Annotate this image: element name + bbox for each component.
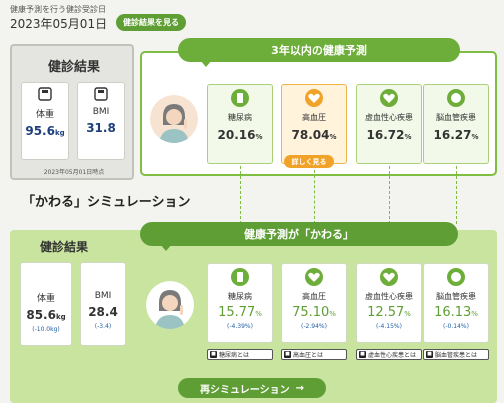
simulated-diabetes-label: 糖尿病: [228, 292, 252, 301]
simulated-weight-delta: (-10.0kg): [32, 326, 60, 333]
simulated-bmi-delta: (-3.4): [94, 323, 112, 330]
simulated-weight-card: 体重 85.6kg (-10.0kg): [20, 262, 72, 346]
hypertension-value: 78.04%: [291, 128, 337, 142]
weight-value: 95.6kg: [25, 124, 65, 138]
connector-line: [314, 170, 315, 224]
diabetes-icon: [231, 268, 249, 286]
person-avatar: [146, 281, 194, 329]
info-icon: ■: [210, 351, 217, 358]
simulated-ischemic-heart-card: 虚血性心疾患 12.57% (-4.15%): [356, 263, 422, 343]
simulated-ischemic-heart-delta: (-4.15%): [376, 323, 402, 330]
simulated-cerebrovascular-card: 脳血管疾患 16.13% (-0.14%): [423, 263, 489, 343]
details-button[interactable]: 詳しく見る: [284, 155, 334, 168]
heart-pulse-icon: [305, 89, 323, 107]
info-icon: ■: [359, 351, 366, 358]
simulated-bmi-label: BMI: [94, 291, 112, 301]
simulated-hypertension-delta: (-2.94%): [301, 323, 327, 330]
simulated-ischemic-heart-value: 12.57%: [367, 305, 411, 320]
ischemic-heart-value: 16.72%: [366, 128, 412, 142]
about-cerebrovascular-link[interactable]: ■ 脳血管疾患とは: [423, 349, 489, 360]
broken-heart-icon: [380, 268, 398, 286]
info-icon: ■: [426, 351, 433, 358]
simulated-weight-label: 体重: [36, 294, 55, 304]
prediction-title: 3年以内の健康予測: [178, 38, 460, 62]
person-avatar: [150, 95, 198, 143]
heart-pulse-icon: [305, 268, 323, 286]
cerebrovascular-prediction-card: 脳血管疾患 16.27%: [423, 84, 489, 164]
simulated-bmi-value: 28.4: [88, 305, 118, 319]
simulated-results-title: 健診結果: [40, 240, 89, 254]
results-date-note: 2023年05月01日時点: [43, 169, 105, 176]
current-results-title: 健診結果: [47, 60, 100, 75]
resimulate-button[interactable]: 再シミュレーション →: [178, 378, 326, 398]
connector-line: [389, 166, 390, 224]
info-icon: ■: [284, 351, 291, 358]
ischemic-heart-prediction-card: 虚血性心疾患 16.72%: [356, 84, 422, 164]
brain-icon: [447, 89, 465, 107]
simulation-title: 健康予測が「かわる」: [140, 222, 458, 246]
bmi-scale-icon: [94, 87, 108, 101]
simulated-diabetes-card: 糖尿病 15.77% (-4.39%): [207, 263, 273, 343]
simulated-cerebrovascular-delta: (-0.14%): [443, 323, 469, 330]
header-caption: 健康予測を行う健診受診日: [10, 5, 106, 14]
simulated-hypertension-label: 高血圧: [302, 292, 326, 301]
about-hypertension-link[interactable]: ■ 高血圧とは: [281, 349, 347, 360]
simulated-hypertension-card: 高血圧 75.10% (-2.94%): [281, 263, 347, 343]
simulated-cerebrovascular-label: 脳血管疾患: [436, 292, 476, 301]
prediction-title-tail: [200, 60, 212, 67]
simulated-diabetes-value: 15.77%: [218, 305, 262, 320]
simulated-bmi-card: BMI 28.4 (-3.4): [80, 262, 126, 346]
bmi-card: BMI 31.8: [77, 82, 125, 160]
current-results-panel: 健診結果 体重 95.6kg BMI 31.8 2023年05月01日時点: [10, 44, 134, 180]
diabetes-label: 糖尿病: [228, 113, 252, 122]
simulated-diabetes-delta: (-4.39%): [227, 323, 253, 330]
simulated-hypertension-value: 75.10%: [292, 305, 336, 320]
hypertension-prediction-card: 高血圧 78.04%: [281, 84, 347, 164]
hypertension-label: 高血圧: [302, 113, 326, 122]
weight-label: 体重: [35, 110, 54, 120]
simulated-cerebrovascular-value: 16.13%: [434, 305, 478, 320]
checkup-date: 2023年05月01日: [10, 17, 108, 31]
simulation-title-tail: [160, 244, 172, 251]
bmi-value: 31.8: [86, 121, 116, 135]
diabetes-icon: [231, 89, 249, 107]
ischemic-heart-label: 虚血性心疾患: [365, 113, 413, 122]
about-ischemic-heart-link[interactable]: ■ 虚血性心疾患とは: [356, 349, 422, 360]
diabetes-value: 20.16%: [217, 128, 263, 142]
arrow-right-icon: →: [295, 382, 304, 394]
simulation-section-title: 「かわる」シミュレーション: [22, 195, 191, 210]
brain-icon: [447, 268, 465, 286]
connector-line: [456, 166, 457, 224]
about-diabetes-link[interactable]: ■ 糖尿病とは: [207, 349, 273, 360]
simulated-ischemic-heart-label: 虚血性心疾患: [365, 292, 413, 301]
view-results-button[interactable]: 健診結果を見る: [116, 14, 186, 31]
cerebrovascular-label: 脳血管疾患: [436, 113, 476, 122]
connector-line: [240, 166, 241, 224]
weight-card: 体重 95.6kg: [21, 82, 69, 160]
broken-heart-icon: [380, 89, 398, 107]
simulated-weight-value: 85.6kg: [26, 308, 66, 322]
cerebrovascular-value: 16.27%: [433, 128, 479, 142]
scale-icon: [38, 87, 52, 101]
bmi-label: BMI: [92, 107, 110, 117]
diabetes-prediction-card: 糖尿病 20.16%: [207, 84, 273, 164]
